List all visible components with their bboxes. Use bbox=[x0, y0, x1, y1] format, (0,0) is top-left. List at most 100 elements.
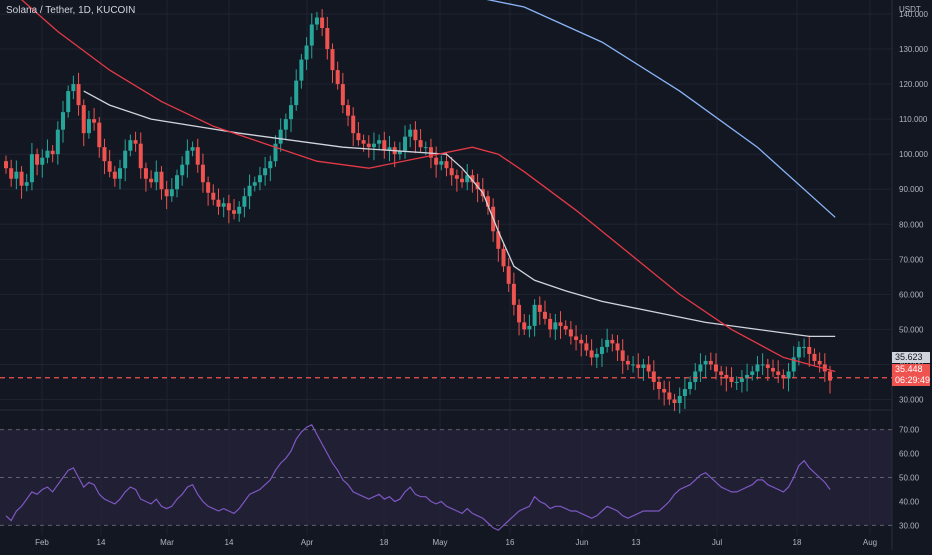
candle-body bbox=[403, 136, 408, 151]
candle-body bbox=[667, 392, 672, 400]
candle-body bbox=[200, 164, 205, 183]
candle-body bbox=[755, 364, 760, 372]
candle-body bbox=[558, 322, 563, 326]
candle-body bbox=[641, 364, 646, 368]
time-tick-label: Jul bbox=[712, 538, 722, 547]
candle-body bbox=[138, 143, 143, 169]
candle-body bbox=[169, 189, 174, 197]
candle-body bbox=[382, 140, 387, 151]
candle-body bbox=[356, 133, 361, 141]
candle-body bbox=[190, 147, 195, 151]
candle-body bbox=[713, 364, 718, 372]
currency-label: USDT bbox=[899, 5, 921, 14]
candle-body bbox=[92, 119, 97, 123]
price-tick-label: 50.000 bbox=[899, 325, 924, 334]
candle-body bbox=[185, 150, 190, 165]
price-tick-label: 80.000 bbox=[899, 220, 924, 229]
candle-body bbox=[605, 339, 610, 347]
last-price-tag: 35.448 bbox=[892, 364, 930, 375]
candle-body bbox=[81, 105, 86, 134]
candle-body bbox=[309, 24, 314, 46]
candle-body bbox=[257, 175, 262, 183]
candle-body bbox=[320, 17, 325, 29]
candle-body bbox=[646, 364, 651, 372]
candle-body bbox=[268, 161, 273, 169]
candle-body bbox=[636, 364, 641, 368]
candle-body bbox=[164, 189, 169, 197]
candle-body bbox=[739, 378, 744, 382]
candle-body bbox=[149, 178, 154, 183]
candle-body bbox=[180, 164, 185, 176]
candle-body bbox=[346, 105, 351, 116]
candle-body bbox=[133, 140, 138, 144]
candle-body bbox=[719, 371, 724, 375]
candle-body bbox=[247, 185, 252, 197]
candle-body bbox=[304, 45, 309, 60]
candle-body bbox=[50, 150, 55, 155]
candle-body bbox=[325, 28, 330, 50]
candle-body bbox=[14, 171, 19, 179]
candle-body bbox=[698, 364, 703, 372]
countdown-tag: 06:29:49 bbox=[892, 375, 930, 386]
candle-body bbox=[123, 150, 128, 169]
candle-body bbox=[423, 147, 428, 149]
candle-body bbox=[97, 122, 102, 148]
candle-body bbox=[335, 70, 340, 85]
candle-body bbox=[786, 371, 791, 379]
candle-body bbox=[703, 360, 708, 365]
candle-body bbox=[66, 91, 71, 113]
candle-body bbox=[377, 140, 382, 144]
candle-body bbox=[589, 350, 594, 358]
time-tick-label: 18 bbox=[793, 538, 802, 547]
candle-body bbox=[449, 168, 454, 176]
candle-body bbox=[465, 175, 470, 183]
candle-body bbox=[781, 374, 786, 379]
candle-body bbox=[631, 364, 636, 366]
candle-body bbox=[506, 266, 511, 284]
candle-body bbox=[677, 395, 682, 403]
candle-body bbox=[263, 168, 268, 176]
candle-body bbox=[444, 161, 449, 169]
candle-body bbox=[579, 339, 584, 344]
candle-body bbox=[226, 203, 231, 211]
candle-body bbox=[428, 147, 433, 158]
candle-body bbox=[807, 346, 812, 354]
time-tick-label: Apr bbox=[301, 538, 314, 547]
candle-body bbox=[656, 381, 661, 389]
candle-body bbox=[299, 59, 304, 81]
candle-body bbox=[822, 364, 827, 372]
candle-body bbox=[9, 168, 14, 179]
candle-body bbox=[118, 168, 123, 179]
candle-body bbox=[289, 105, 294, 120]
candle-body bbox=[232, 210, 237, 214]
candle-body bbox=[563, 325, 568, 330]
candle-body bbox=[76, 84, 81, 106]
candle-body bbox=[434, 157, 439, 165]
candle-body bbox=[361, 140, 366, 144]
rsi-tick-label: 60.00 bbox=[899, 450, 920, 459]
candle-body bbox=[221, 203, 226, 207]
price-tick-label: 120.000 bbox=[899, 80, 928, 89]
ma-value-tag: 35.623 bbox=[892, 352, 930, 363]
candle-body bbox=[55, 129, 60, 155]
candle-body bbox=[86, 119, 91, 134]
price-tick-label: 90.000 bbox=[899, 185, 924, 194]
candle-body bbox=[693, 371, 698, 382]
rsi-tick-label: 40.00 bbox=[899, 497, 920, 506]
candle-body bbox=[216, 199, 221, 207]
time-tick-label: 14 bbox=[97, 538, 106, 547]
price-tick-label: 110.000 bbox=[899, 115, 928, 124]
time-tick-label: Feb bbox=[35, 538, 49, 547]
moving-average-blue bbox=[486, 0, 836, 218]
candle-body bbox=[729, 378, 734, 382]
candle-body bbox=[206, 182, 211, 193]
candle-body bbox=[553, 322, 558, 330]
candle-body bbox=[791, 357, 796, 372]
candle-body bbox=[527, 325, 532, 330]
candle-body bbox=[724, 374, 729, 379]
price-tick-label: 30.000 bbox=[899, 395, 924, 404]
candle-body bbox=[511, 283, 516, 305]
price-tick-label: 100.000 bbox=[899, 150, 928, 159]
